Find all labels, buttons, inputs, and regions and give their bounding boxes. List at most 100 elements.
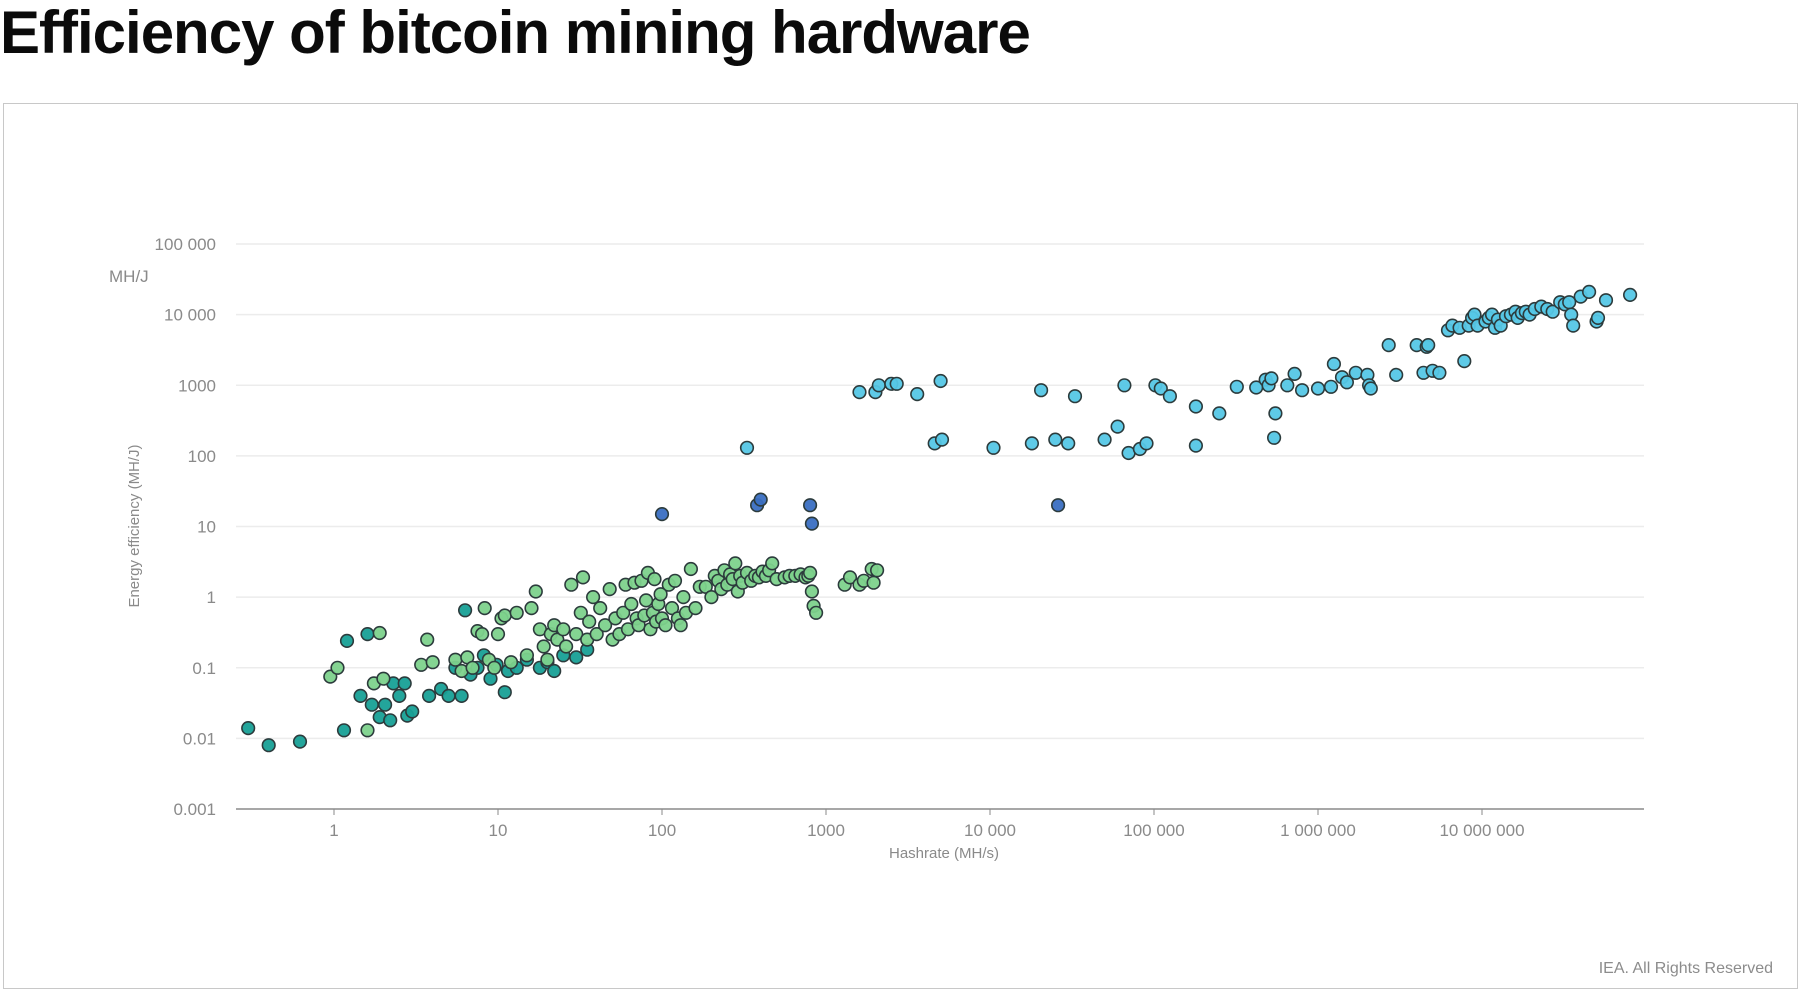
data-point xyxy=(676,590,691,605)
data-point xyxy=(1363,381,1378,396)
x-tick-label: 100 xyxy=(648,821,676,840)
data-point xyxy=(441,688,456,704)
data-point xyxy=(871,378,886,393)
data-point xyxy=(802,565,818,581)
data-point xyxy=(1590,310,1606,325)
data-point xyxy=(1622,287,1638,302)
data-point xyxy=(1348,365,1363,380)
data-point xyxy=(376,671,391,686)
x-tick-label: 10 xyxy=(489,821,508,840)
data-point xyxy=(392,688,407,704)
data-point xyxy=(405,704,420,719)
data-point xyxy=(558,639,574,654)
data-point xyxy=(753,492,768,507)
data-point xyxy=(688,601,703,616)
data-point xyxy=(683,561,699,577)
data-point xyxy=(528,584,543,599)
data-point xyxy=(372,625,387,641)
y-tick-label: 100 xyxy=(188,447,216,466)
data-point xyxy=(524,601,539,616)
data-point xyxy=(704,590,719,605)
data-point xyxy=(1264,371,1279,386)
chart-frame: 0.001 0.01 0.1 1 10 100 1000 10 000 100 000 1 10 10… xyxy=(3,103,1798,989)
data-point xyxy=(261,738,276,753)
data-point xyxy=(241,720,256,736)
data-point xyxy=(1117,378,1132,393)
data-point xyxy=(454,688,469,704)
data-point xyxy=(497,685,512,700)
data-point xyxy=(739,440,755,455)
data-point xyxy=(1061,436,1076,451)
data-point xyxy=(490,626,506,642)
data-point xyxy=(360,626,375,642)
data-point xyxy=(1266,430,1282,445)
data-point xyxy=(673,618,688,633)
data-point xyxy=(397,676,412,691)
data-point xyxy=(573,605,588,620)
x-tick-label: 1 000 000 xyxy=(1280,821,1356,840)
data-point xyxy=(658,618,673,633)
y-tick-label: 1000 xyxy=(178,376,216,395)
y-tick-label: 10 000 xyxy=(164,306,216,325)
data-point xyxy=(597,618,613,633)
y-tick-label: 0.001 xyxy=(173,800,216,819)
data-point xyxy=(1110,419,1125,434)
data-point xyxy=(1545,304,1560,319)
data-point xyxy=(585,590,601,605)
data-point xyxy=(383,713,398,728)
data-point xyxy=(1294,383,1310,398)
data-point xyxy=(547,663,562,679)
data-point xyxy=(638,593,654,608)
data-point xyxy=(1048,432,1063,447)
data-point xyxy=(1153,381,1168,396)
data-point xyxy=(569,650,584,665)
data-point xyxy=(804,516,820,531)
data-point xyxy=(1162,389,1177,404)
data-point xyxy=(664,601,680,616)
data-point xyxy=(589,626,604,642)
x-axis-label: Hashrate (MH/s) xyxy=(889,845,999,862)
data-point xyxy=(1287,366,1302,382)
data-point xyxy=(1432,365,1447,380)
data-point xyxy=(353,688,368,704)
y-tick-label: 100 000 xyxy=(155,235,216,254)
data-point xyxy=(654,507,670,522)
x-tick-label: 100 000 xyxy=(1123,821,1184,840)
data-point xyxy=(593,601,608,616)
data-point xyxy=(1097,432,1112,447)
data-point xyxy=(1212,406,1227,421)
data-point xyxy=(497,608,512,623)
x-tick-label: 1000 xyxy=(807,821,845,840)
data-point xyxy=(933,373,948,389)
y-axis-label: Energy efficiency (MH/J) xyxy=(126,444,143,607)
data-point xyxy=(575,570,591,585)
data-point xyxy=(808,605,824,620)
data-point xyxy=(378,697,393,712)
data-point xyxy=(1562,295,1577,310)
data-point xyxy=(360,723,375,738)
y-tick-label: 10 xyxy=(197,518,216,537)
data-point xyxy=(477,601,492,616)
data-point xyxy=(1188,438,1203,453)
data-point xyxy=(1050,498,1066,513)
data-point xyxy=(1323,379,1339,394)
data-point xyxy=(1067,389,1083,404)
data-point xyxy=(458,603,473,618)
data-point xyxy=(804,584,820,599)
y-axis-unit: MH/J xyxy=(109,267,149,286)
data-point xyxy=(653,587,668,602)
data-point xyxy=(765,556,780,571)
data-point xyxy=(1581,284,1597,299)
data-point xyxy=(647,572,662,587)
data-point xyxy=(889,376,904,391)
data-point xyxy=(364,697,379,712)
data-point xyxy=(1598,293,1614,308)
data-point xyxy=(728,556,743,571)
data-point xyxy=(465,660,480,675)
scatter-chart: 0.001 0.01 0.1 1 10 100 1000 10 000 100 000 1 10 10… xyxy=(109,235,1644,862)
x-tick-label: 1 xyxy=(329,821,338,840)
data-point xyxy=(556,622,571,637)
data-point xyxy=(802,498,818,513)
data-point xyxy=(1381,338,1396,353)
data-point xyxy=(422,688,437,704)
